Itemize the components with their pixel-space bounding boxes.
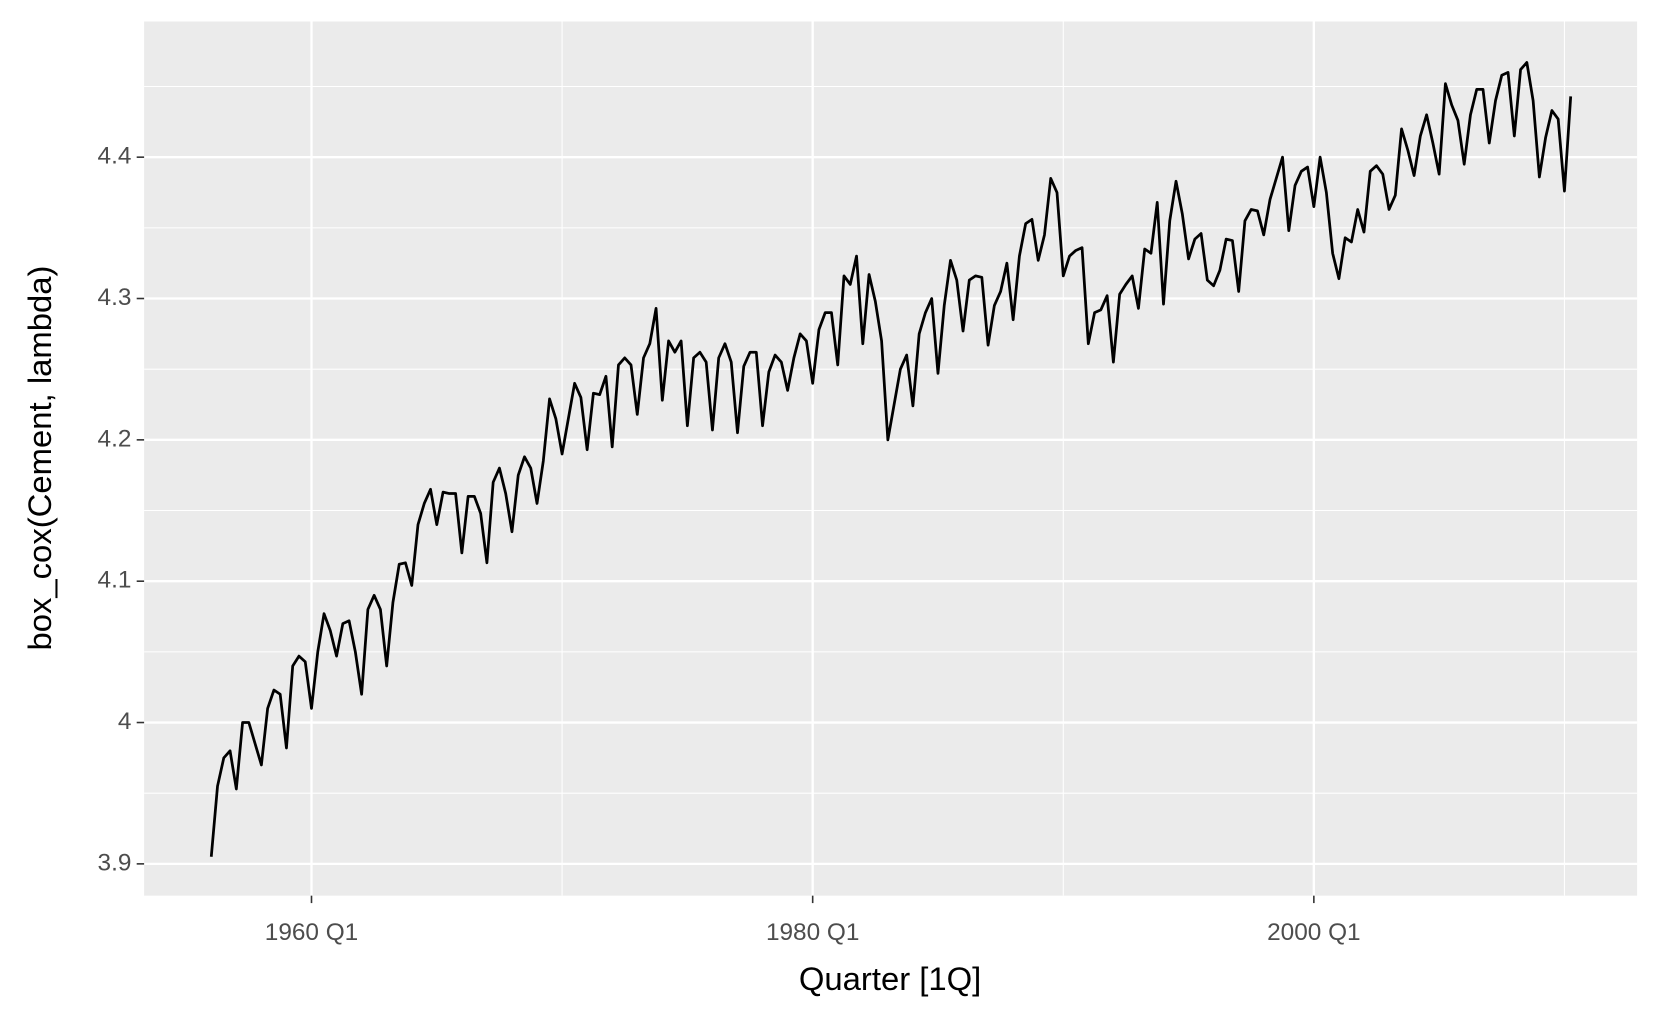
y-tick-label: 4.4 [98, 143, 132, 170]
y-tick-label: 4 [118, 708, 132, 735]
y-tick-label: 4.2 [98, 425, 132, 452]
y-tick-label: 4.3 [98, 284, 132, 311]
x-tick-label: 1960 Q1 [265, 919, 358, 946]
y-tick-label: 4.1 [98, 567, 132, 594]
y-axis-title: box_cox(Cement, lambda) [21, 266, 58, 651]
y-tick-label: 3.9 [98, 849, 132, 876]
line [209, 61, 1573, 857]
x-axis-title: Quarter [1Q] [799, 960, 981, 997]
panel [144, 21, 1638, 896]
x-tick-label: 2000 Q1 [1267, 919, 1360, 946]
x-tick-label: 1980 Q1 [766, 919, 859, 946]
